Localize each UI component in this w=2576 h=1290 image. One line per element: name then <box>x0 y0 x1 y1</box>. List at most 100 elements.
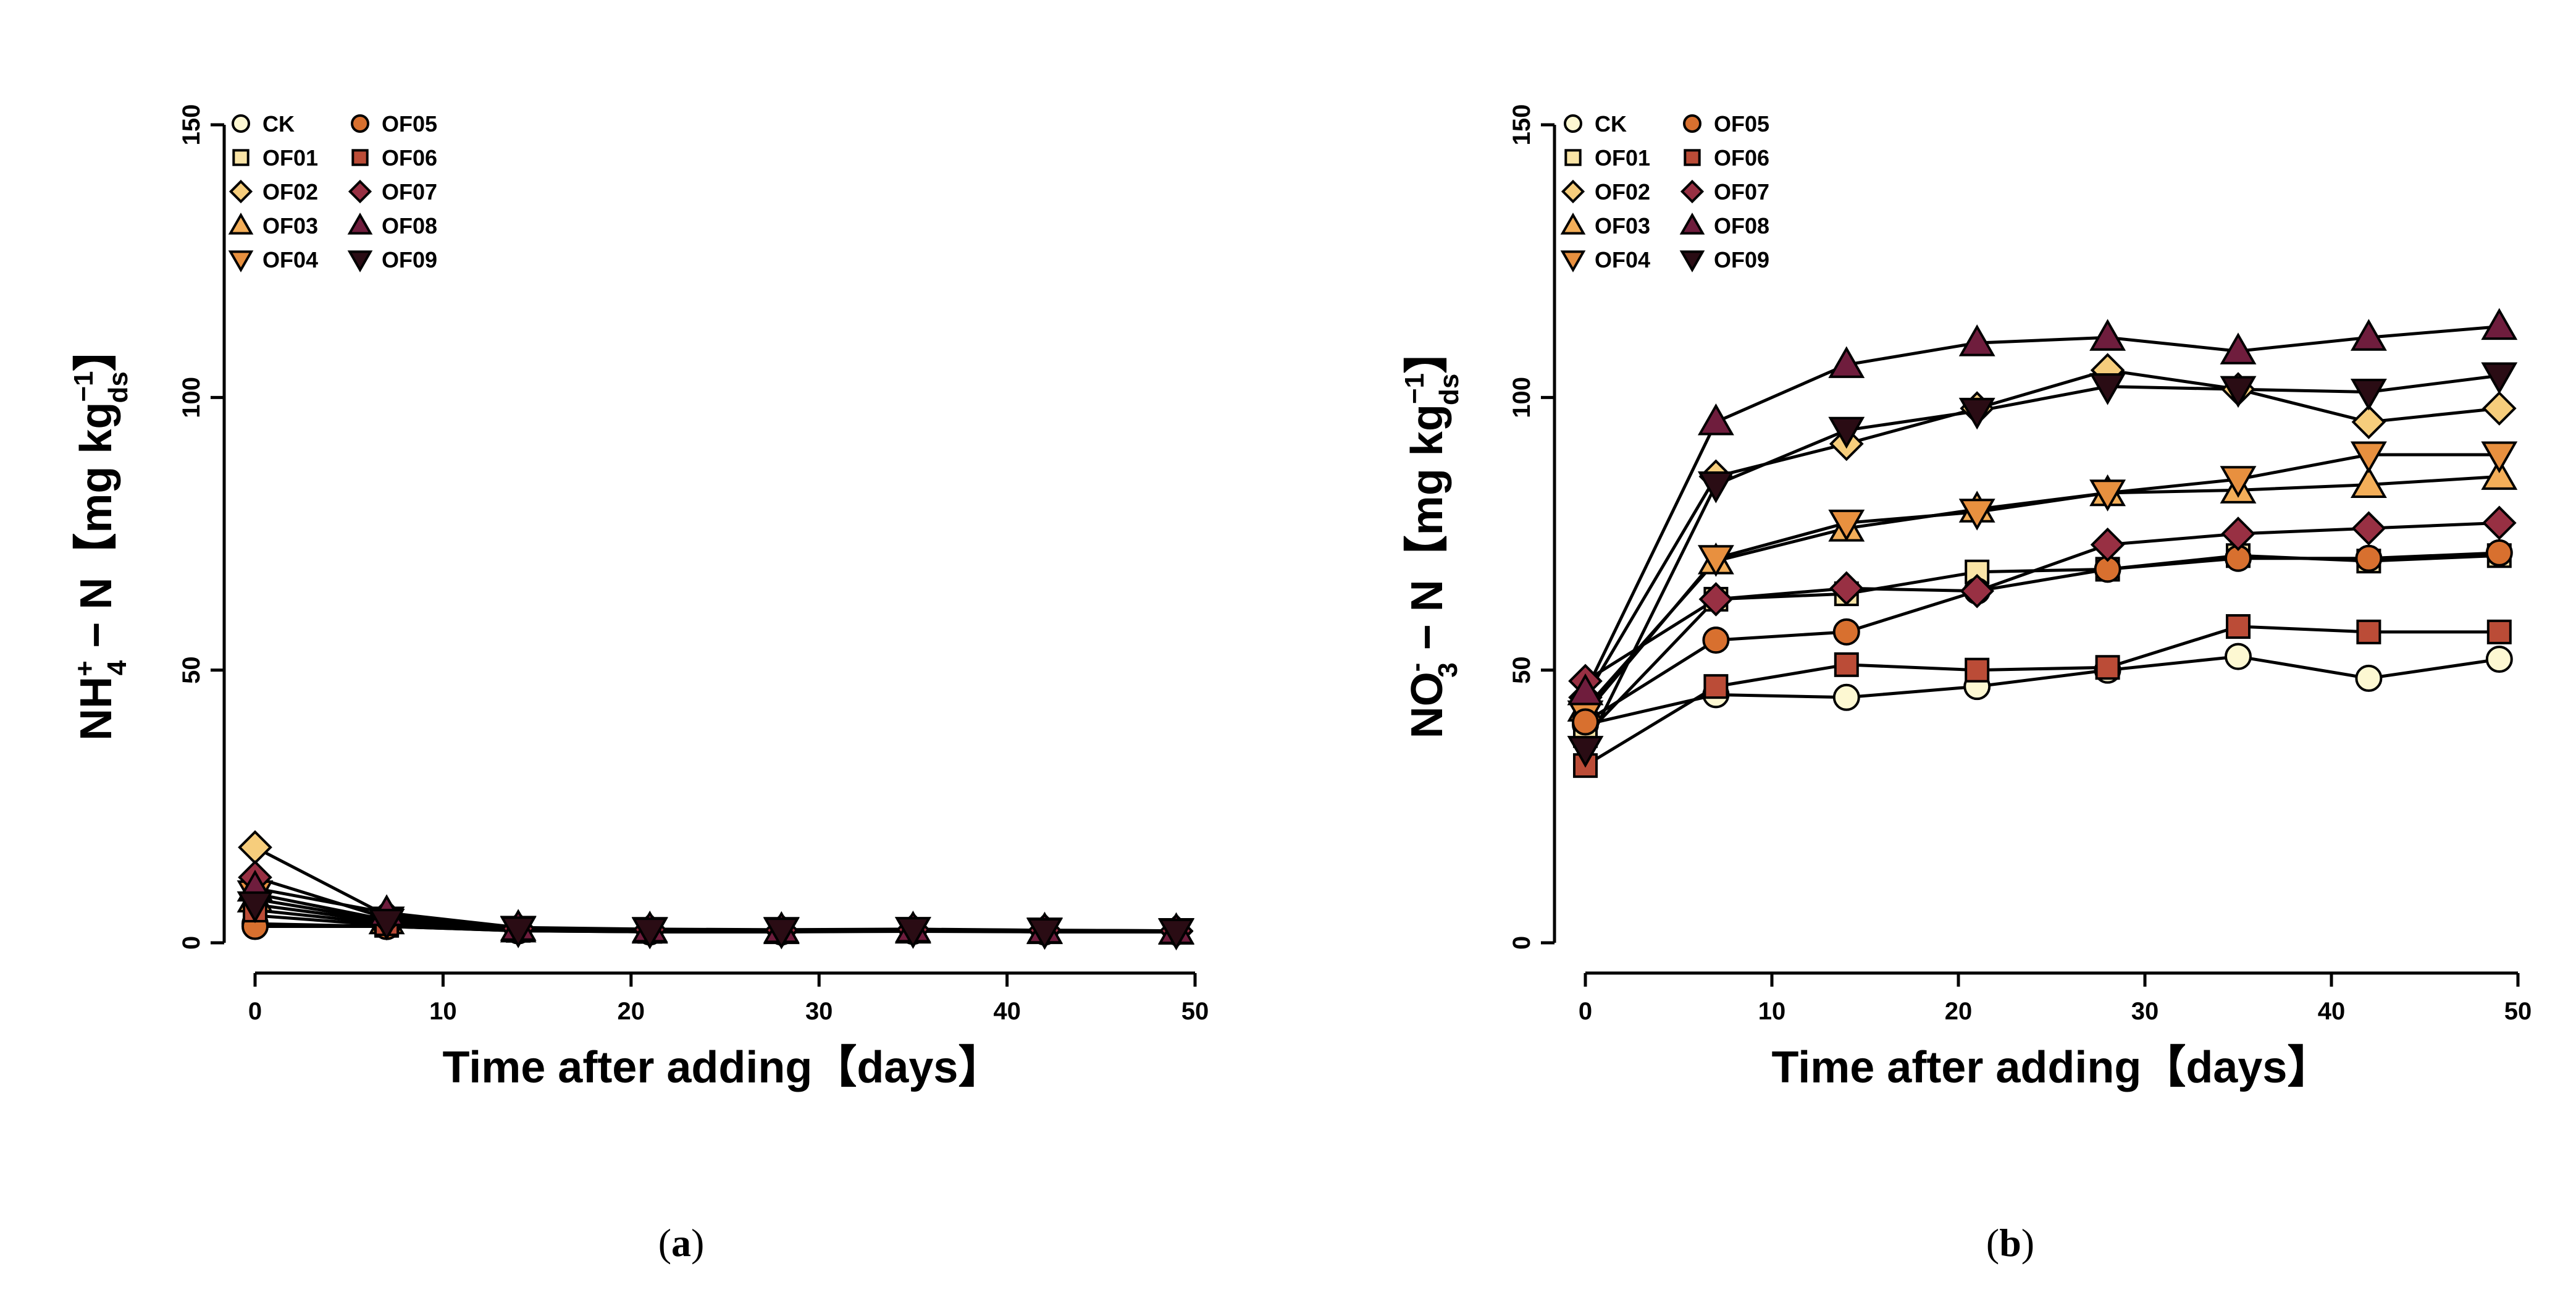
panel-a-legend-label-of01: OF01 <box>262 145 318 171</box>
panel-b-point-of04-7 <box>1697 545 1734 577</box>
panel-b-point-of05-49 <box>2485 539 2513 567</box>
panel-a-legend-marker-of08 <box>347 213 373 235</box>
panel-a-x-axis-title: Time after adding【days】 <box>443 1043 1003 1092</box>
panel-b-line-of08 <box>1584 325 2500 693</box>
panel-b-x-tick-label: 20 <box>1945 998 1973 1025</box>
panel-b-point-of05-14 <box>1832 618 1860 646</box>
panel-a-caption: (a) <box>658 1221 705 1265</box>
panel-a-legend-label-of06: OF06 <box>382 145 437 171</box>
panel-a-legend-label-of03: OF03 <box>262 213 318 238</box>
panel-a-y-tick-label: 50 <box>178 656 205 684</box>
panel-b-x-tick-label: 40 <box>2318 998 2346 1025</box>
panel-b-point-of04-42 <box>2350 441 2387 474</box>
panel-b-point-of04-49 <box>2481 441 2518 474</box>
panel-b-point-ck-42 <box>2355 664 2383 692</box>
panel-b-point-of08-28 <box>2089 319 2126 351</box>
panel-b-point-of09-14 <box>1828 416 1865 449</box>
panel-a-legend-marker-of02 <box>229 179 253 204</box>
panel-a-legend-marker-of01 <box>232 149 250 166</box>
panel-b-point-ck-14 <box>1832 683 1860 711</box>
panel-b-y-title-sup: - <box>1401 663 1431 672</box>
panel-b-point-of04-35 <box>2220 466 2257 498</box>
panel-a-point-of09-28 <box>763 917 800 950</box>
panel-a-y-title-sub: 4 <box>102 660 132 675</box>
panel-a-x-tick-label: 30 <box>805 998 833 1025</box>
panel-b-legend-label-of03: OF03 <box>1595 213 1650 238</box>
panel-b-point-of08-42 <box>2350 319 2387 351</box>
panel-a-x-tick-label: 10 <box>429 998 457 1025</box>
panel-b-line-of05 <box>1584 551 2499 723</box>
panel-b-y-tick-label: 50 <box>1508 656 1535 684</box>
panel-b-point-of06-35 <box>2226 614 2251 639</box>
panel-a-legend-marker-of07 <box>348 179 372 204</box>
panel-a-legend-marker-of03 <box>228 213 254 235</box>
panel-a-legend-marker-of05 <box>351 114 369 133</box>
panel-a-point-of09-35 <box>894 917 931 949</box>
panel-a-legend-marker-of04 <box>228 250 254 272</box>
panel-b-point-of07-14 <box>1829 571 1864 606</box>
panel-b-legend-label-of09: OF09 <box>1714 247 1769 272</box>
panel-b-series-of08 <box>1567 308 2518 706</box>
panel-b-point-of02-49 <box>2482 391 2517 426</box>
panel-b-y-tick-label: 150 <box>1508 104 1535 146</box>
panel-b-legend-marker-of05 <box>1683 114 1701 133</box>
panel-b-legend-label-of05: OF05 <box>1714 111 1769 137</box>
panel-b-legend-marker-of04 <box>1560 250 1586 272</box>
panel-b-point-of07-42 <box>2351 511 2386 546</box>
panel-b-point-of02-42 <box>2351 405 2386 439</box>
panel-b-point-of09-49 <box>2481 362 2518 395</box>
panel-b-point-of07-35 <box>2221 516 2255 551</box>
panel-a-y-title-main: NH <box>72 677 121 741</box>
panel-b-legend-label-of02: OF02 <box>1595 179 1650 204</box>
panel-a-legend-label-ck: CK <box>262 111 295 137</box>
panel-b-point-of09-21 <box>1958 397 1995 430</box>
panel-a-x-tick-label: 50 <box>1181 998 1209 1025</box>
panel-a-series-of09 <box>237 891 1195 951</box>
panel-b-point-of08-49 <box>2481 308 2518 340</box>
panel-b-legend-marker-of02 <box>1561 179 1585 204</box>
panel-b-legend-marker-ck <box>1564 114 1582 133</box>
panel-b-line-of04 <box>1584 453 2499 715</box>
panel-b-y-axis-title: NO-3 − N【mg kg−1 ds】 <box>1399 329 1464 739</box>
panel-a-point-of02-0 <box>238 830 272 865</box>
panel-b-y-title-unit_sub: ds <box>1434 374 1464 405</box>
panel-b-y-title-rest: − N【mg kg <box>1403 404 1452 662</box>
panel-b-point-of08-0 <box>1567 673 1604 706</box>
panel-a-point-of09-7 <box>368 908 405 941</box>
panel-b-point-of09-7 <box>1697 471 1734 504</box>
panel-b-point-of04-14 <box>1828 509 1865 542</box>
panel-a-y-tick-label: 100 <box>178 377 205 418</box>
panel-b-legend-label-of07: OF07 <box>1714 179 1769 204</box>
panel-b-legend-label-ck: CK <box>1595 111 1627 137</box>
panel-a-point-of09-21 <box>631 917 668 950</box>
panel-a-point-of09-14 <box>500 916 537 948</box>
panel-b-y-tick-label: 0 <box>1508 936 1535 950</box>
panel-b-point-of06-21 <box>1965 657 1990 683</box>
panel-b-point-ck-35 <box>2225 643 2252 670</box>
panel-a-legend-label-of09: OF09 <box>382 247 437 272</box>
panel-b-series-of06 <box>1573 614 2512 778</box>
panel-a-y-axis-title: NH+4 − N【mg kg−1 ds】 <box>69 327 133 741</box>
panel-b-point-ck-49 <box>2485 646 2513 673</box>
panel-a-nh4-chart: 0 10 20 30 40 50 0 50 100 150 Time after adding【da… <box>69 104 1209 1265</box>
panel-b-x-tick-label: 30 <box>2131 998 2159 1025</box>
panel-b-point-of07-49 <box>2482 505 2517 541</box>
panel-b-point-of08-35 <box>2220 332 2257 365</box>
panel-b-y-title-sub: 3 <box>1433 662 1463 677</box>
panel-b-point-of09-28 <box>2089 373 2126 405</box>
panel-a-y-title-sup: + <box>70 660 100 677</box>
panel-a-legend-marker-of09 <box>347 250 373 272</box>
panel-b-point-of08-7 <box>1697 403 1734 436</box>
panel-a-legend-label-of05: OF05 <box>382 111 437 137</box>
panel-a-y-title-close: 】 <box>72 327 121 371</box>
panel-b-line-of09 <box>1584 374 2500 750</box>
panel-a-legend-marker-of06 <box>351 149 369 166</box>
panel-b-point-of05-0 <box>1572 708 1599 736</box>
panel-b-y-title-unit_sup: −1 <box>1399 373 1430 404</box>
panel-b-point-of07-7 <box>1698 582 1734 617</box>
panel-b-legend-marker-of06 <box>1684 149 1701 166</box>
panel-b-y-title-close: 】 <box>1403 329 1452 374</box>
panel-a-x-tick-label: 0 <box>248 998 262 1025</box>
panel-b-point-of09-0 <box>1567 736 1604 768</box>
panel-b-line-of06 <box>1584 625 2499 767</box>
